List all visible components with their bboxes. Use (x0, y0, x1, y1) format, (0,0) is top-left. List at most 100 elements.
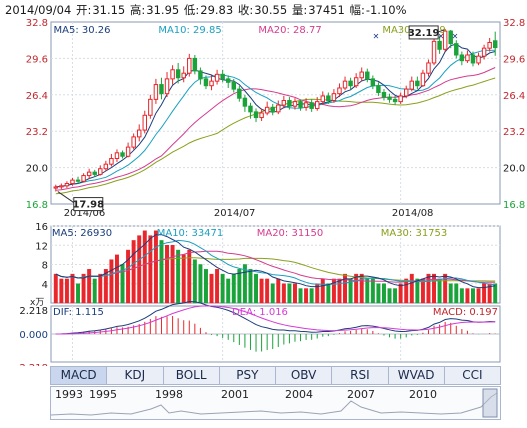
price-tick-right: 20.0 (503, 164, 525, 175)
volume-bar (187, 249, 192, 304)
volume-bar (237, 269, 242, 304)
candle-body (181, 72, 186, 79)
candle-body (298, 101, 303, 108)
vol-ma5-line (55, 234, 496, 289)
volume-tick: 12 (35, 241, 48, 252)
dea-label: DEA: 1.016 (232, 307, 288, 318)
candle-body (203, 78, 209, 87)
candle-body (70, 179, 75, 185)
tab-rsi[interactable]: RSI (332, 367, 389, 384)
event-flag-icon: ✕ (452, 32, 459, 41)
candle-body (103, 163, 109, 170)
volume-bar (493, 283, 498, 304)
timeline-year: 1998 (155, 388, 183, 401)
candle-body (164, 78, 170, 95)
tab-cci[interactable]: CCI (462, 368, 483, 382)
tab-macd[interactable]: MACD (51, 367, 108, 384)
candle-body (287, 99, 292, 107)
candle-body (242, 97, 248, 107)
volume-bar (354, 273, 359, 304)
candle-body (209, 80, 214, 87)
month-tick-label: 2014/08 (392, 208, 434, 219)
timeline-year: 2004 (285, 388, 313, 401)
volume-bar (59, 278, 64, 304)
volume-ma-label: MA10: 33471 (157, 228, 224, 239)
candle-body (431, 40, 437, 64)
timeline-year: 2010 (409, 388, 437, 401)
tab-wvad[interactable]: WVAD (389, 367, 445, 384)
volume-bar (215, 269, 220, 304)
volume-bar (426, 273, 431, 304)
volume-bar (432, 273, 437, 304)
candle-body (225, 78, 231, 83)
volume-ma-label: MA20: 31150 (257, 228, 324, 239)
volume-label: 量: (291, 3, 308, 17)
low-marker-box (73, 197, 104, 212)
volume-tick: 4 (42, 280, 48, 291)
volume-bar (415, 278, 420, 304)
candle-body (214, 73, 220, 82)
open-value: 31.15 (92, 3, 126, 17)
volume-bar (482, 283, 487, 304)
volume-bar (420, 278, 425, 304)
timeline-year: 2001 (221, 388, 249, 401)
candle-body (187, 57, 192, 74)
candle-body (337, 87, 342, 95)
candle-body (342, 80, 348, 89)
candle-body (148, 98, 153, 116)
volume-bar (276, 278, 281, 304)
candle-body (98, 168, 103, 175)
candle-body (348, 80, 353, 87)
candle-body (175, 69, 181, 79)
high-value: 31.95 (146, 3, 180, 17)
price-tick-left: 23.2 (26, 127, 48, 138)
low-label: 低: (183, 3, 200, 17)
volume-bar (76, 283, 81, 304)
change-label: 幅: (349, 3, 365, 17)
candle-body (437, 40, 442, 50)
volume-tick: 16 (35, 222, 48, 233)
candle-body (448, 30, 453, 45)
candle-body (220, 73, 225, 80)
quote-header: 2014/09/04 开:31.15 高:31.95 低:29.83 收:30.… (5, 2, 408, 18)
candle-body (314, 101, 320, 109)
volume-bar (343, 273, 348, 304)
price-tick-right: 23.2 (503, 127, 525, 138)
indicator-tabs: MACD KDJ BOLL PSY OBV RSI WVAD CCI (50, 366, 501, 385)
event-flag-icon: ✕ (438, 32, 445, 41)
tab-psy[interactable]: PSY (220, 367, 276, 384)
low-marker-label: 17.98 (72, 200, 104, 211)
tab-kdj[interactable]: KDJ (107, 367, 164, 384)
volume-bar (320, 278, 325, 304)
volume-bar (53, 273, 58, 304)
candle-body (415, 80, 420, 87)
volume-bar (126, 249, 131, 304)
volume-bar (226, 278, 231, 304)
history-timeline[interactable]: 1993 1995 1998 2001 2004 2007 2010 (50, 386, 501, 420)
candle-body (114, 152, 120, 159)
volume-ma-label: MA30: 31753 (381, 228, 448, 239)
candle-body (398, 95, 403, 103)
candle-body (237, 88, 242, 99)
open-label: 开: (75, 3, 92, 17)
volume-bar (87, 269, 92, 304)
candle-body (309, 102, 314, 109)
tab-obv[interactable]: OBV (276, 367, 333, 384)
volume-bar (153, 230, 158, 304)
price-ma-label: MA20: 28.77 (258, 25, 321, 36)
volume-bar (448, 283, 453, 304)
candle-body (59, 185, 64, 188)
candle-body (476, 55, 481, 64)
volume-bar (198, 264, 203, 304)
candle-body (331, 93, 337, 101)
volume-bar (287, 283, 292, 304)
macd-tick: -2.218 (16, 363, 48, 366)
candle-body (281, 99, 287, 106)
ma30-line (55, 77, 496, 195)
candle-body (326, 95, 331, 101)
volume-bar (381, 283, 386, 304)
volume-bar (70, 273, 75, 304)
event-flag-icon: ✕ (373, 32, 380, 41)
candle-body (376, 85, 381, 94)
tab-boll[interactable]: BOLL (164, 367, 220, 384)
